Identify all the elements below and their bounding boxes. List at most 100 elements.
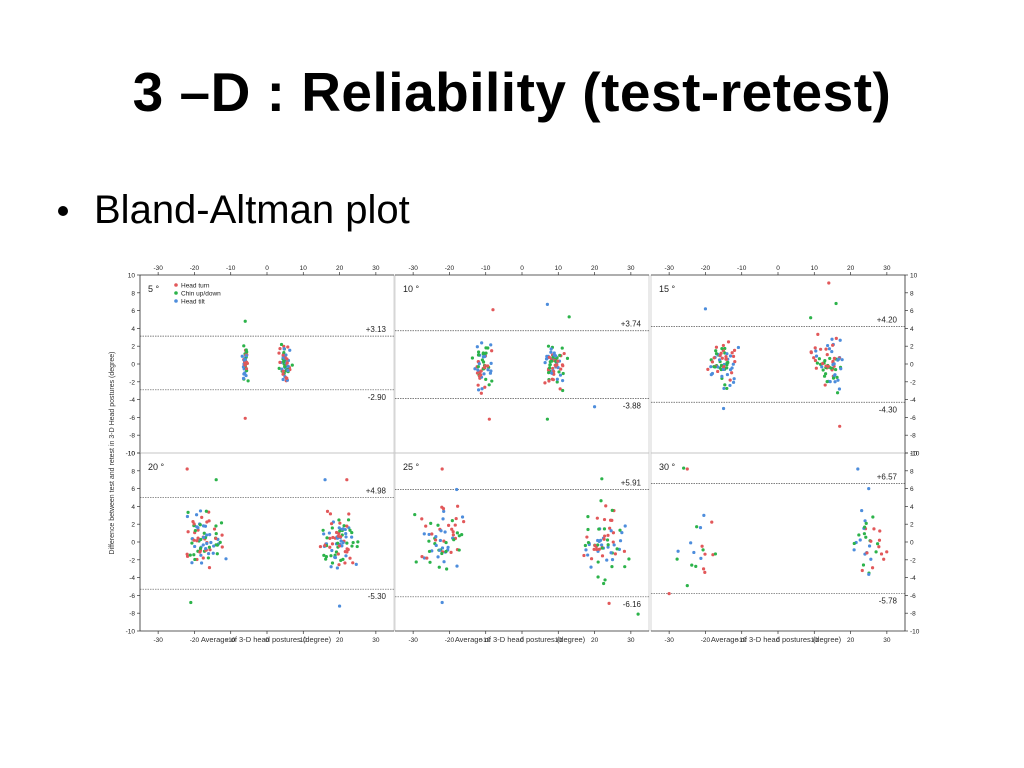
- data-point: [701, 567, 706, 571]
- data-point: [192, 553, 196, 557]
- data-point: [328, 536, 332, 541]
- data-point: [819, 347, 823, 351]
- data-point: [835, 375, 839, 379]
- data-point: [834, 367, 838, 372]
- data-point: [725, 352, 729, 356]
- upper-loa-label: +4.20: [877, 316, 898, 325]
- data-point: [560, 346, 564, 350]
- data-point: [602, 581, 606, 586]
- data-point: [204, 509, 208, 513]
- data-point: [596, 543, 600, 547]
- y-tick-label: -6: [910, 593, 916, 600]
- data-point: [193, 528, 197, 533]
- y-tick-label: -8: [910, 611, 916, 618]
- data-point: [484, 351, 488, 355]
- data-point: [561, 371, 565, 376]
- data-point: [863, 525, 867, 529]
- data-point: [246, 379, 250, 383]
- data-point: [699, 556, 703, 560]
- data-point: [821, 368, 825, 372]
- data-point: [832, 356, 837, 360]
- data-point: [479, 391, 483, 395]
- x-tick-label: 10: [555, 637, 563, 644]
- data-point: [809, 316, 813, 320]
- data-point: [875, 542, 880, 546]
- data-point: [207, 545, 211, 549]
- data-point: [867, 572, 871, 576]
- data-point: [858, 538, 862, 542]
- data-point: [685, 467, 689, 471]
- panel-frame: [139, 452, 395, 632]
- data-point: [711, 553, 715, 557]
- data-point: [440, 551, 444, 556]
- y-tick-label: -6: [910, 415, 916, 422]
- data-point: [185, 554, 190, 558]
- y-tick-label: 0: [910, 540, 914, 547]
- data-point: [323, 543, 327, 548]
- data-point: [420, 555, 424, 559]
- data-point: [445, 567, 449, 571]
- data-point: [484, 346, 488, 350]
- data-point: [602, 517, 607, 522]
- data-point: [713, 365, 717, 369]
- data-point: [550, 377, 554, 381]
- data-point: [350, 535, 354, 539]
- data-point: [476, 368, 480, 372]
- data-point: [322, 553, 326, 557]
- data-point: [482, 372, 486, 376]
- lower-loa-label: -5.78: [879, 596, 898, 605]
- data-point: [694, 564, 698, 569]
- data-point: [623, 524, 627, 528]
- data-point: [245, 360, 249, 364]
- data-point: [828, 356, 832, 361]
- y-tick-label: 8: [131, 290, 135, 297]
- data-point: [545, 417, 549, 421]
- data-point: [446, 545, 450, 549]
- panel-label: 30 °: [659, 462, 676, 472]
- data-point: [328, 512, 333, 516]
- data-point: [480, 358, 484, 362]
- legend-marker: [174, 291, 178, 295]
- data-point: [453, 523, 457, 527]
- lower-loa-label: -6.16: [623, 600, 642, 609]
- data-point: [449, 550, 453, 554]
- data-point: [837, 387, 842, 391]
- data-point: [443, 530, 447, 534]
- data-point: [602, 537, 606, 541]
- y-tick-label: 4: [910, 504, 914, 511]
- data-point: [324, 555, 329, 559]
- data-point: [240, 354, 244, 358]
- data-point: [695, 525, 699, 529]
- x-axis-title-1: Average of 3-D head postures (degree): [201, 635, 332, 644]
- data-point: [812, 356, 816, 360]
- data-point: [323, 478, 327, 482]
- data-point: [442, 560, 446, 564]
- panel-frame: [394, 274, 650, 454]
- x-tick-label: 20: [591, 265, 599, 272]
- data-point: [220, 545, 224, 549]
- data-point: [549, 371, 554, 375]
- y-tick-label: 10: [128, 273, 136, 280]
- data-point: [558, 387, 562, 391]
- data-point: [343, 561, 347, 565]
- data-point: [219, 521, 224, 525]
- data-point: [824, 364, 828, 368]
- data-point: [424, 524, 428, 528]
- data-point: [586, 540, 591, 545]
- data-point: [185, 514, 190, 519]
- data-point: [341, 527, 345, 531]
- data-point: [719, 363, 724, 367]
- panel-frame: [650, 452, 906, 632]
- data-point: [596, 560, 600, 564]
- data-point: [609, 551, 613, 555]
- data-point: [556, 359, 560, 363]
- x-tick-label: -10: [737, 637, 747, 644]
- data-point: [610, 508, 614, 512]
- data-point: [836, 378, 840, 382]
- data-point: [582, 553, 586, 558]
- data-point: [852, 541, 856, 546]
- data-point: [325, 536, 329, 540]
- y-tick-label: -2: [910, 557, 916, 564]
- data-point: [327, 531, 331, 535]
